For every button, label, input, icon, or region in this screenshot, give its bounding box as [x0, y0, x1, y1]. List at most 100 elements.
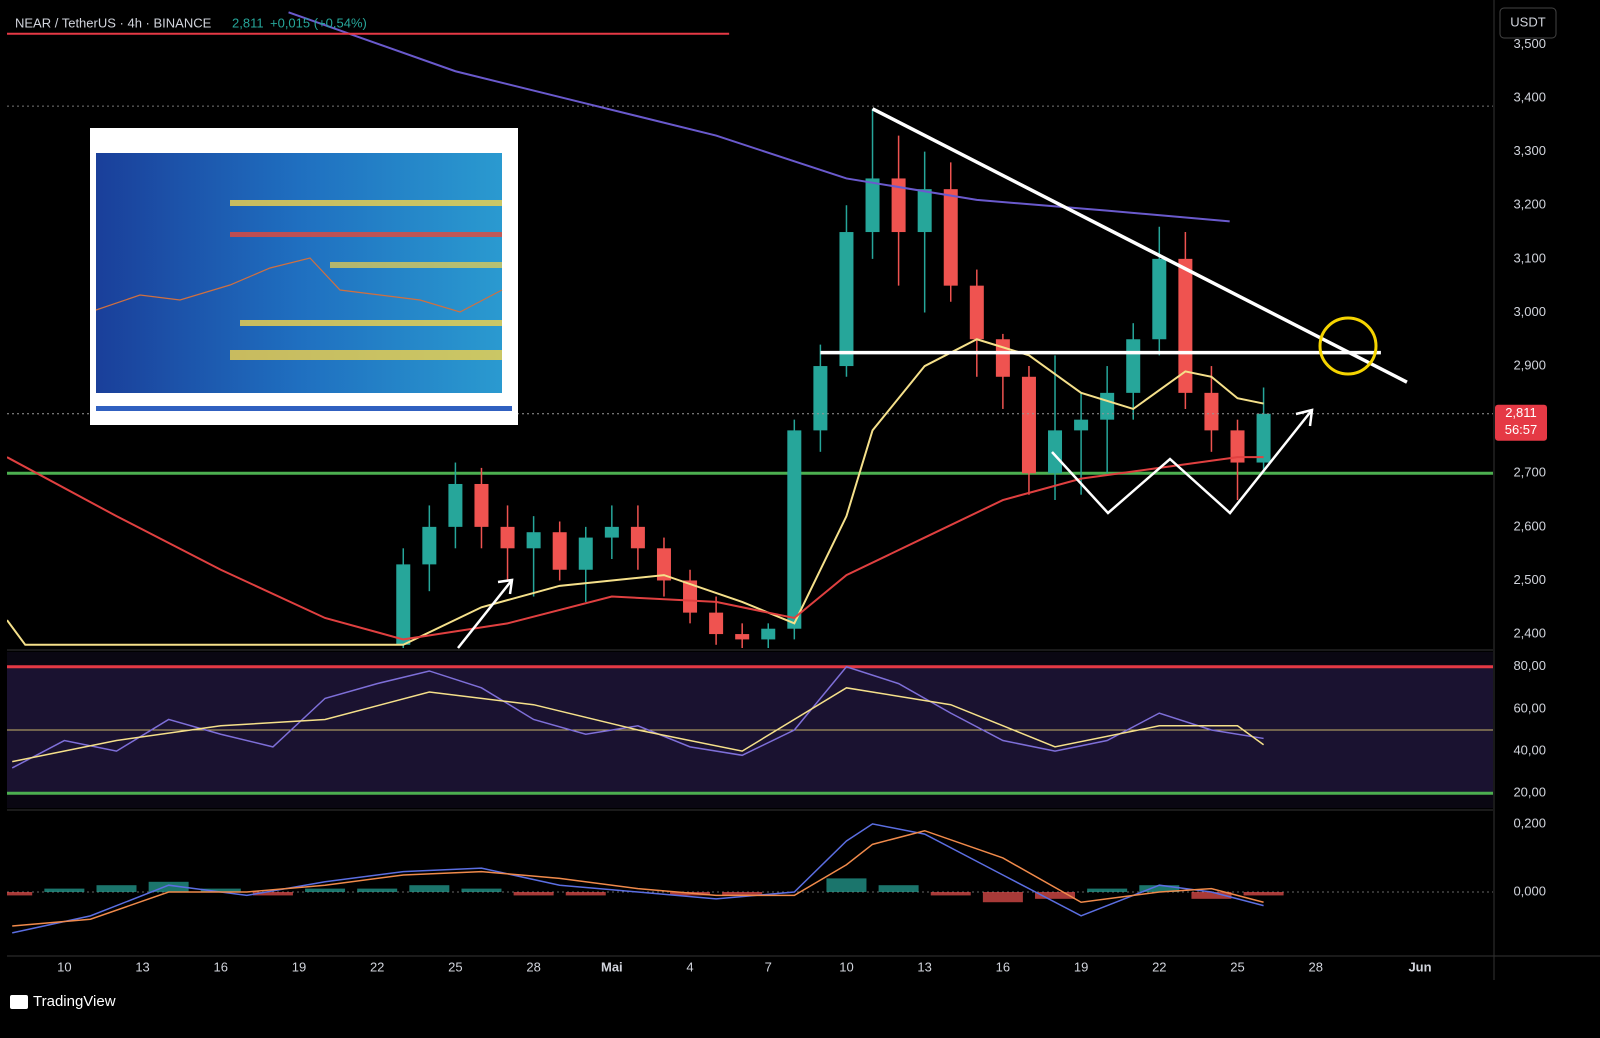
- histogram-bar: [44, 888, 85, 893]
- histogram-bar: [461, 888, 502, 893]
- candle-body: [813, 366, 828, 431]
- candle-body: [1048, 430, 1063, 474]
- panel: [7, 665, 1493, 795]
- panel: [7, 823, 1493, 934]
- heatmap-inset: [90, 128, 518, 425]
- histogram-bar: [1243, 892, 1284, 896]
- line-series: [12, 687, 1265, 763]
- candle-body: [735, 634, 750, 640]
- line-series: [11, 665, 1264, 769]
- zigzag-arrow: [1051, 409, 1313, 515]
- histogram-bar: [96, 885, 137, 893]
- x-tick-label: 16: [996, 959, 1010, 974]
- x-tick-label: 22: [1152, 959, 1166, 974]
- heat-band: [230, 232, 502, 237]
- histogram-bar: [409, 885, 450, 893]
- x-tick-label: 25: [1230, 959, 1244, 974]
- candle-body: [604, 526, 619, 538]
- brand-logo: [10, 995, 28, 1009]
- x-tick-label: 19: [1074, 959, 1088, 974]
- candle-body: [526, 532, 541, 549]
- x-tick-label: 7: [765, 959, 772, 974]
- x-tick-label: 13: [135, 959, 149, 974]
- candle-body: [865, 178, 880, 233]
- y-tick-label: 20,00: [1513, 785, 1546, 800]
- y-tick-label: 3,100: [1513, 250, 1546, 265]
- x-tick-label: 16: [214, 959, 228, 974]
- candle-body: [474, 483, 489, 527]
- last-price: 2,811: [232, 15, 264, 30]
- y-tick-label: 60,00: [1513, 700, 1546, 715]
- annotations: [457, 316, 1378, 649]
- candle-body: [396, 564, 411, 645]
- candle-body: [578, 537, 593, 570]
- symbol-title: NEAR / TetherUS · 4h · BINANCE: [15, 15, 212, 30]
- x-tick-label: 10: [839, 959, 853, 974]
- histogram-bar: [305, 888, 346, 893]
- candle-body: [1178, 258, 1193, 393]
- candle-body: [917, 189, 932, 233]
- candle-body: [422, 526, 437, 565]
- histogram-bar: [513, 892, 554, 896]
- arrow-head: [1295, 408, 1314, 427]
- heat-legend: [96, 406, 512, 411]
- x-tick-label: 25: [448, 959, 462, 974]
- brand-name: TradingView: [33, 993, 116, 1010]
- price-badge-label: 2,811: [1505, 405, 1537, 420]
- histogram-bar: [200, 888, 241, 893]
- histogram-bar: [1035, 892, 1076, 899]
- histogram-bar: [878, 885, 919, 893]
- y-tick-label: 2,900: [1513, 357, 1546, 372]
- candle-body: [969, 285, 984, 340]
- x-tick-label: 10: [57, 959, 71, 974]
- candle-body: [630, 526, 645, 549]
- candle-body: [1152, 258, 1167, 340]
- y-tick-label: 40,00: [1513, 743, 1546, 758]
- currency-label: USDT: [1510, 14, 1545, 29]
- candle-body: [787, 430, 802, 629]
- candle-body: [943, 189, 958, 286]
- heat-band: [230, 200, 502, 206]
- candle-body: [656, 548, 671, 581]
- y-tick-label: 80,00: [1513, 658, 1546, 673]
- currency-button[interactable]: [1499, 7, 1557, 39]
- line-series: [12, 829, 1264, 927]
- y-tick-label: 0,200: [1513, 815, 1546, 830]
- histogram-bar: [7, 892, 33, 896]
- y-tick-label: 3,300: [1513, 143, 1546, 158]
- y-tick-label: 2,500: [1513, 572, 1546, 587]
- candle-body: [500, 526, 515, 549]
- histogram-bar: [1191, 892, 1232, 899]
- histogram-bar: [930, 892, 971, 896]
- candle-body: [683, 580, 698, 613]
- arrow-head: [497, 578, 514, 595]
- line-series: [7, 456, 1264, 641]
- histogram-bar: [565, 892, 606, 896]
- y-tick-label: 3,200: [1513, 197, 1546, 212]
- heat-band: [230, 350, 502, 360]
- candle-body: [1074, 419, 1089, 431]
- heat-band: [330, 262, 502, 268]
- line-series: [288, 11, 1230, 223]
- y-tick-label: 2,600: [1513, 518, 1546, 533]
- x-tick-label: Jun: [1408, 959, 1431, 974]
- x-tick-label: 13: [917, 959, 931, 974]
- candle-body: [761, 628, 776, 640]
- histogram-bar: [148, 881, 189, 893]
- countdown-label: 56:57: [1505, 422, 1538, 437]
- histogram-bar: [722, 892, 763, 896]
- x-tick-label: 4: [686, 959, 693, 974]
- histogram-bar: [1139, 885, 1180, 893]
- y-tick-label: 2,700: [1513, 465, 1546, 480]
- x-tick-label: 19: [292, 959, 306, 974]
- candle-body: [839, 232, 854, 367]
- candle-body: [1230, 430, 1245, 463]
- price-badge: [1495, 404, 1547, 441]
- price-change: +0,015 (+0,54%): [270, 15, 367, 30]
- candle-body: [891, 178, 906, 233]
- candle-body: [448, 483, 463, 527]
- x-tick-label: Mai: [601, 959, 623, 974]
- y-tick-label: 3,400: [1513, 89, 1546, 104]
- candle-body: [552, 532, 567, 570]
